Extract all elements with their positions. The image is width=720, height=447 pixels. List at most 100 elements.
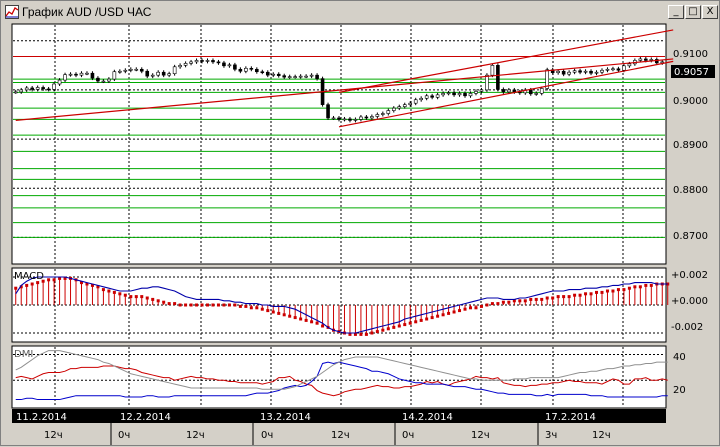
candle-body	[107, 78, 111, 82]
time-axis: 11.2.2014 12.2.2014 13.2.2014 14.2.2014 …	[12, 409, 666, 445]
macd-signal-dot	[85, 282, 89, 286]
macd-signal-dot	[458, 309, 462, 313]
current-price-label: 0.9057	[674, 67, 709, 78]
macd-signal-dot	[96, 285, 100, 289]
macd-signal-dot	[452, 310, 456, 314]
macd-signal-dot	[288, 314, 292, 318]
macd-signal-dot	[523, 299, 527, 303]
candle-body	[556, 70, 560, 74]
macd-signal-dot	[211, 303, 215, 307]
candle-body	[485, 74, 489, 91]
date-label: 12.2.2014	[120, 412, 171, 423]
candle-body	[57, 79, 62, 85]
candle-body	[249, 67, 254, 70]
macd-signal-dot	[206, 303, 210, 307]
hour-label: 12ч	[471, 430, 490, 441]
support-levels	[13, 55, 665, 238]
candle-body	[638, 58, 643, 61]
macd-signal-dot	[441, 313, 445, 317]
macd-signal-dot	[573, 293, 577, 297]
candle-body	[391, 107, 396, 111]
candle-body	[183, 63, 188, 66]
macd-label: MACD	[14, 271, 44, 282]
hour-label: 12ч	[331, 430, 350, 441]
close-button[interactable]: X	[702, 5, 718, 19]
macd-signal-dot	[397, 324, 401, 328]
hour-label: 12ч	[592, 430, 611, 441]
dmi-label: DMI	[14, 349, 33, 360]
candle-body	[90, 72, 95, 79]
hour-label: 0ч	[118, 430, 130, 441]
macd-signal-dot	[551, 296, 555, 300]
candle-body	[359, 116, 363, 120]
candle-body	[35, 87, 40, 90]
candle-body	[271, 73, 276, 76]
title-bar[interactable]: График AUD /USD ЧАС _ □ X	[2, 2, 718, 22]
macd-signal-dot	[348, 332, 352, 336]
macd-signal-dot	[244, 304, 248, 308]
macd-signal-dot	[408, 321, 412, 325]
dmi-lines	[15, 350, 668, 401]
price-panel[interactable]: 0.9100 0.9000 0.8900 0.8800 0.8700 0.905…	[11, 23, 715, 265]
macd-signal-dot	[216, 303, 220, 307]
macd-signal-dot	[485, 303, 489, 307]
macd-signal-dot	[556, 295, 560, 299]
macd-signal-dot	[447, 311, 451, 315]
macd-signal-dot	[167, 302, 171, 306]
macd-signal-dot	[479, 304, 483, 308]
candle-body	[348, 118, 352, 121]
macd-signal-dot	[14, 286, 18, 290]
candle-body	[19, 89, 24, 93]
trend-line-channel-lower	[338, 60, 674, 128]
candle-body	[41, 87, 45, 90]
hour-label: 0ч	[402, 430, 414, 441]
macd-signal-dot	[195, 303, 199, 307]
macd-signal-dot	[616, 288, 620, 292]
minimize-button[interactable]: _	[668, 5, 684, 19]
macd-signal-dot	[299, 317, 303, 321]
candle-body	[112, 71, 117, 80]
macd-tick-label: -0.002	[671, 322, 703, 333]
macd-signal-dot	[468, 306, 472, 310]
macd-signal-dot	[304, 318, 308, 322]
macd-signal-dot	[649, 283, 653, 287]
candle-body	[128, 68, 133, 71]
candle-body	[233, 64, 237, 70]
macd-line	[15, 276, 668, 334]
candle-body	[211, 60, 215, 63]
candle-body	[52, 83, 56, 90]
dmi-tick-label: 40	[673, 352, 686, 363]
candle-body	[337, 117, 341, 120]
macd-signal-dot	[474, 306, 478, 310]
macd-signal-dot	[463, 307, 467, 311]
macd-signal-dot	[584, 292, 588, 296]
macd-panel[interactable]: MACD +0.002 +0.000 -0.002	[11, 267, 708, 343]
chart-app-icon	[5, 5, 19, 19]
candle-body	[589, 70, 593, 74]
macd-signal-dot	[249, 306, 253, 310]
current-price-badge	[671, 65, 715, 78]
macd-signal-dot	[518, 299, 522, 303]
macd-signal-dot	[282, 313, 286, 317]
macd-signal-dot	[47, 278, 51, 282]
macd-signal-dot	[512, 299, 516, 303]
hour-label: 0ч	[261, 430, 273, 441]
price-tick-label: 0.8800	[673, 185, 708, 196]
maximize-button[interactable]: □	[685, 5, 701, 19]
candle-body	[134, 68, 139, 71]
trend-line-lower	[15, 58, 674, 121]
macd-signal-dot	[611, 289, 615, 293]
macd-signal-dot	[403, 323, 407, 327]
macd-signal-dot	[293, 316, 297, 320]
dmi-panel[interactable]: DMI 40 20	[11, 345, 686, 409]
dmi-minus-line	[15, 365, 668, 397]
macd-signal-dot	[545, 296, 549, 300]
dmi-tick-label: 20	[673, 385, 686, 396]
candle-body	[260, 71, 265, 74]
candle-body	[244, 67, 248, 72]
candle-body	[594, 71, 599, 74]
date-label: 14.2.2014	[402, 412, 453, 423]
candle-body	[660, 61, 665, 64]
candle-body	[282, 75, 287, 78]
